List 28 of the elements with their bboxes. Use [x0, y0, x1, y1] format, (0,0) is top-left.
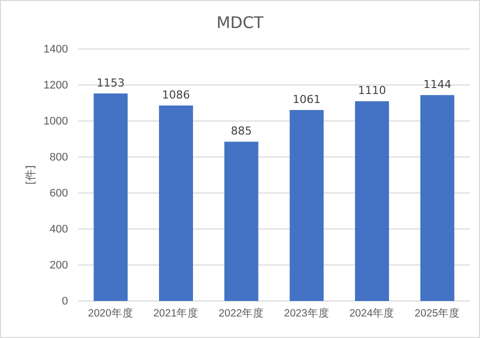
- x-tick-label: 2021年度: [153, 306, 199, 320]
- x-tick-label: 2022年度: [218, 306, 264, 320]
- bar: [159, 106, 193, 301]
- x-tick-label: 2023年度: [284, 306, 330, 320]
- data-label: 1110: [358, 84, 386, 98]
- y-tick-label: 1200: [44, 80, 68, 92]
- y-tick-label: 1400: [44, 44, 68, 56]
- data-label: 1061: [292, 93, 321, 106]
- bar: [94, 93, 128, 301]
- data-label: 1086: [162, 88, 190, 102]
- y-tick-label: 800: [50, 152, 68, 164]
- bar: [224, 142, 258, 301]
- y-tick-label: 400: [50, 224, 68, 236]
- y-tick-label: 600: [50, 188, 68, 200]
- data-label: 1144: [423, 78, 452, 92]
- data-label: 885: [230, 124, 252, 138]
- bar: [355, 101, 389, 301]
- x-tick-label: 2024年度: [349, 306, 395, 320]
- chart-title: MDCT: [216, 13, 264, 32]
- x-tick-label: 2020年度: [88, 306, 134, 320]
- y-tick-label: 200: [50, 260, 68, 272]
- data-label: 1153: [96, 76, 125, 90]
- y-axis-title: [件]: [24, 165, 37, 185]
- x-tick-label: 2025年度: [414, 306, 460, 320]
- bar: [420, 95, 454, 301]
- y-tick-label: 1000: [44, 116, 68, 128]
- y-tick-label: 0: [62, 296, 68, 308]
- bar: [290, 110, 324, 301]
